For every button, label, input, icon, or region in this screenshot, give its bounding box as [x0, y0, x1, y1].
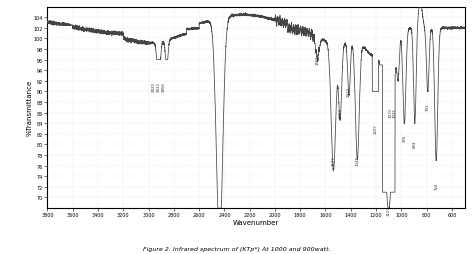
Text: 724: 724 [434, 182, 438, 189]
Text: 791: 791 [426, 103, 430, 110]
Text: 1537: 1537 [331, 155, 336, 165]
Text: 1484: 1484 [338, 108, 342, 118]
Y-axis label: %Transmittance: %Transmittance [27, 80, 33, 136]
Text: 1100: 1100 [387, 206, 391, 216]
Text: 893: 893 [413, 140, 417, 147]
Text: 1414: 1414 [347, 87, 351, 97]
Text: 2920
2932
2856: 2920 2932 2856 [152, 82, 165, 91]
X-axis label: Wavenumber: Wavenumber [233, 219, 279, 225]
Text: 1665: 1665 [315, 55, 319, 65]
Text: 1207: 1207 [373, 124, 377, 134]
Text: 1070
1025: 1070 1025 [388, 108, 397, 118]
Text: 976: 976 [402, 134, 406, 142]
Text: 1348: 1348 [356, 155, 359, 165]
Text: Figure 2. Infrared spectrum of (KTp*) At 1000 and 900watt.: Figure 2. Infrared spectrum of (KTp*) At… [143, 246, 331, 251]
